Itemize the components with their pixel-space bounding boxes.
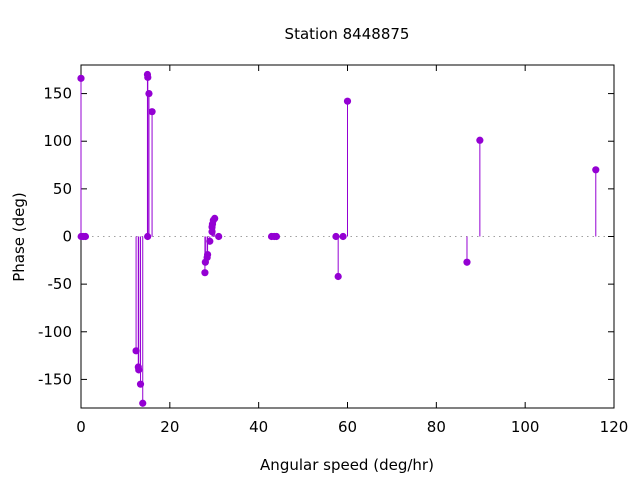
- y-tick-label: 150: [43, 85, 72, 103]
- data-point: [339, 232, 347, 241]
- y-tick-label: 50: [53, 180, 72, 198]
- data-point: [203, 251, 212, 259]
- y-axis-label: Phase (deg): [10, 192, 28, 282]
- x-tick-label: 120: [600, 418, 629, 436]
- data-point: [211, 214, 219, 222]
- data-point: [592, 166, 600, 174]
- data-point: [206, 237, 214, 245]
- data-point: [332, 232, 340, 241]
- x-tick-label: 20: [160, 418, 179, 436]
- chart-title: Station 8448875: [285, 25, 410, 43]
- x-tick-label: 40: [249, 418, 268, 436]
- data-point: [215, 232, 223, 241]
- y-tick-label: -50: [48, 275, 73, 293]
- data-point: [81, 232, 90, 241]
- data-point: [343, 97, 352, 105]
- data-point: [476, 136, 484, 144]
- y-tick-label: 100: [43, 132, 72, 150]
- data-point: [201, 269, 209, 277]
- x-tick-label: 0: [76, 418, 86, 436]
- data-point: [144, 232, 152, 241]
- x-tick-label: 100: [511, 418, 540, 436]
- x-tick-label: 80: [427, 418, 446, 436]
- data-point: [334, 272, 342, 281]
- data-point: [135, 366, 143, 374]
- data-point: [132, 347, 140, 355]
- data-point: [139, 399, 147, 407]
- data-point: [136, 380, 145, 388]
- y-tick-label: -150: [38, 370, 72, 388]
- data-point: [272, 232, 281, 241]
- y-tick-label: 0: [62, 228, 72, 246]
- data-point: [463, 258, 471, 266]
- y-tick-label: -100: [38, 323, 72, 341]
- data-point: [145, 89, 153, 98]
- data-point: [148, 108, 156, 116]
- data-point: [77, 74, 85, 82]
- x-tick-label: 60: [338, 418, 357, 436]
- x-axis-label: Angular speed (deg/hr): [260, 456, 434, 474]
- data-point: [144, 73, 152, 81]
